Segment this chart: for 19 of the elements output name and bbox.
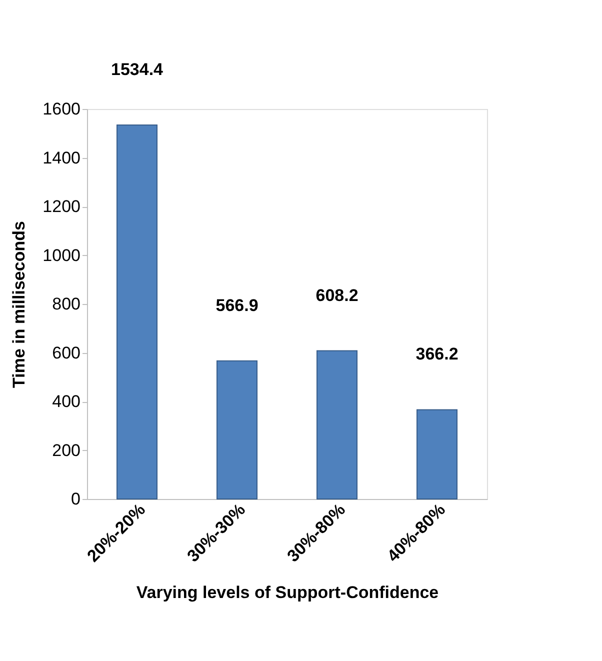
- y-tick-label: 0: [71, 490, 80, 508]
- bar: [416, 409, 458, 500]
- y-axis-title: Time in milliseconds: [10, 221, 29, 388]
- y-tick-label: 200: [52, 440, 80, 460]
- y-tick-label: 400: [52, 392, 80, 411]
- x-axis-title: Varying levels of Support-Confidence: [136, 582, 439, 602]
- y-tick-label: 600: [52, 343, 80, 362]
- y-tick-label: 1200: [42, 197, 80, 216]
- bar: [216, 360, 258, 500]
- bar: [116, 124, 158, 500]
- y-tick-label: 1400: [42, 148, 80, 168]
- data-label: 566.9: [216, 296, 258, 315]
- y-tick-label: 1000: [42, 246, 80, 265]
- y-tick-label: 1600: [42, 100, 80, 118]
- data-label: 608.2: [316, 286, 358, 305]
- bar: [316, 350, 358, 500]
- data-label: 366.2: [416, 344, 458, 364]
- y-tick-label: 800: [52, 294, 80, 314]
- data-label: 1534.4: [111, 60, 164, 79]
